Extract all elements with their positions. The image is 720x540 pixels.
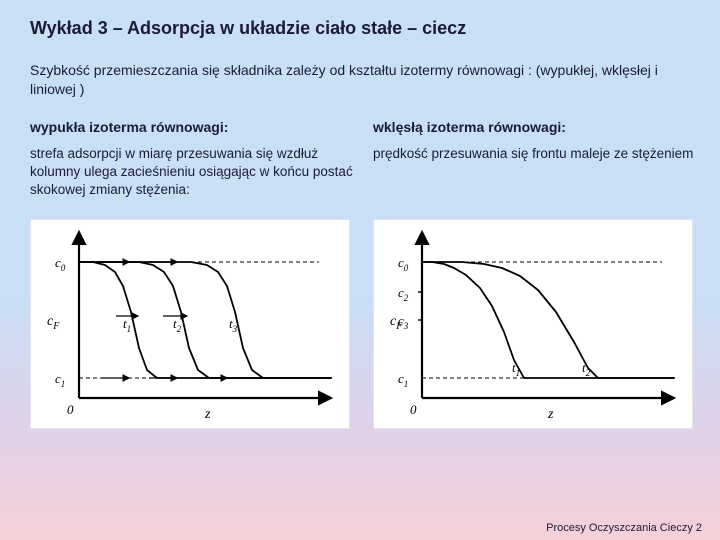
svg-text:z: z	[204, 407, 211, 422]
svg-text:c0: c0	[55, 255, 66, 273]
svg-text:z: z	[547, 407, 554, 422]
left-heading: wypukła izoterma równowagi:	[30, 119, 355, 135]
svg-text:t2: t2	[173, 316, 182, 334]
svg-text:0: 0	[410, 402, 417, 417]
right-desc: prędkość przesuwania się frontu maleje z…	[373, 145, 698, 205]
right-column: wklęsłą izoterma równowagi: prędkość prz…	[373, 119, 698, 429]
svg-text:c1: c1	[398, 371, 408, 389]
svg-text:c1: c1	[55, 371, 65, 389]
footer-text: Procesy Oczyszczania Cieczy 2	[546, 522, 702, 534]
svg-text:0: 0	[67, 402, 74, 417]
svg-text:c0: c0	[398, 255, 409, 273]
left-column: wypukła izoterma równowagi: strefa adsor…	[30, 119, 355, 429]
right-chart: c0c1cF0zc2c3t1t2	[373, 219, 693, 429]
left-desc: strefa adsorpcji w miarę przesuwania się…	[30, 145, 355, 205]
right-heading: wklęsłą izoterma równowagi:	[373, 119, 698, 135]
svg-text:t1: t1	[123, 316, 131, 334]
slide-title: Wykład 3 – Adsorpcja w układzie ciało st…	[30, 18, 698, 39]
intro-text: Szybkość przemieszczania się składnika z…	[30, 61, 698, 99]
columns: wypukła izoterma równowagi: strefa adsor…	[30, 119, 698, 429]
svg-text:t2: t2	[582, 360, 591, 378]
left-chart: c0c1cF0zt1t2t3	[30, 219, 350, 429]
svg-text:cF: cF	[47, 314, 60, 332]
svg-text:c2: c2	[398, 285, 409, 303]
